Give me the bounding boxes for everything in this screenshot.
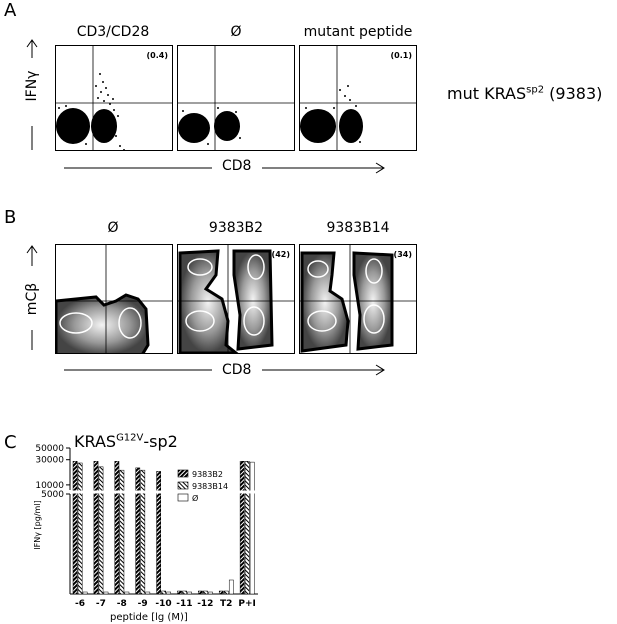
panel-c-title-main: KRAS — [74, 432, 117, 451]
bar-Ø-T2 — [228, 579, 234, 595]
panel-a-y-axis — [26, 39, 38, 150]
panel-b-percent-2: (42) — [271, 250, 290, 259]
y-tick-label: 5000 — [41, 490, 64, 500]
panel-b-plot-2: (42) — [177, 244, 295, 354]
bar-9383B14--6 — [77, 462, 83, 595]
bar-9383B2--12 — [198, 590, 203, 595]
panel-a-x-axis — [64, 162, 385, 174]
contour-plot-b2 — [178, 245, 294, 353]
panel-b-title-3: 9383B14 — [326, 220, 390, 236]
bar-9383B2--7 — [93, 461, 99, 595]
panel-b-x-label: CD8 — [222, 362, 252, 378]
bar-Ø--12 — [208, 591, 213, 595]
bar-9383B14--12 — [203, 590, 208, 595]
x-axis-label: peptide [lg (M)] — [110, 612, 188, 623]
x-tick-label: T2 — [220, 599, 232, 609]
bar-Ø-P+I — [249, 461, 255, 595]
contour-plot-b1 — [56, 245, 172, 353]
x-tick-label: -10 — [155, 599, 171, 609]
legend-swatch-Ø — [177, 493, 189, 502]
side-label-suffix: (9383) — [544, 84, 603, 103]
bar-Ø--10 — [166, 591, 172, 595]
y-axis-label: IFNγ [pg/ml] — [33, 500, 42, 549]
panel-a-title-2: Ø — [230, 24, 242, 40]
panel-a-percent-3: (0.1) — [390, 51, 412, 60]
bar-9383B14--10 — [161, 590, 167, 595]
panel-b-title-2: 9383B2 — [208, 220, 264, 236]
panel-a-percent-1: (0.4) — [146, 51, 168, 60]
panel-a-title-1: CD3/CD28 — [76, 24, 150, 40]
bar-9383B2--11 — [177, 590, 182, 595]
x-tick-label: P+I — [238, 599, 256, 609]
x-tick-label: -9 — [138, 599, 148, 609]
dot-plot-a3 — [300, 46, 416, 150]
axis-break-gap — [64, 490, 262, 494]
bar-Ø--7 — [103, 591, 109, 595]
x-tick-label: -6 — [75, 599, 85, 609]
legend-label: 9383B14 — [192, 482, 228, 491]
dot-plot-a2 — [178, 46, 294, 150]
panel-c-title-sup: G12V — [116, 432, 144, 444]
bar-9383B2--6 — [72, 461, 78, 595]
bar-9383B14--9 — [140, 469, 146, 595]
panel-a-y-label: IFNγ — [24, 70, 40, 102]
contour-plot-b3 — [300, 245, 416, 353]
legend-swatch-9383B2 — [177, 469, 189, 478]
panel-b-letter: B — [4, 207, 17, 228]
panel-b-x-axis — [64, 364, 385, 376]
panel-a-x-label: CD8 — [222, 158, 252, 174]
panel-c-title: KRASG12V-sp2 — [74, 432, 178, 451]
bar-9383B2-T2 — [218, 590, 224, 595]
panel-c-title-suffix: -sp2 — [143, 432, 178, 451]
panel-b-title-1: Ø — [107, 220, 119, 236]
panel-b-y-axis — [26, 245, 38, 350]
legend-label: 9383B2 — [192, 470, 223, 479]
x-tick-label: -8 — [117, 599, 127, 609]
panel-c-letter: C — [4, 432, 17, 453]
panel-a-plot-2 — [177, 45, 295, 151]
x-tick-label: -11 — [176, 599, 192, 609]
legend-swatch-9383B14 — [177, 481, 189, 490]
panel-a-side-label: mut KRASsp2 (9383) — [447, 84, 602, 103]
x-tick-label: -7 — [96, 599, 106, 609]
side-label-main: mut KRAS — [447, 84, 527, 103]
y-tick-label: 10000 — [35, 481, 64, 491]
panel-b-percent-3: (34) — [393, 250, 412, 259]
bar-Ø--9 — [145, 591, 151, 595]
panel-a-plot-1: (0.4) — [55, 45, 173, 151]
bar-9383B14--8 — [119, 469, 125, 595]
panel-a-plot-3: (0.1) — [299, 45, 417, 151]
bar-Ø--6 — [82, 591, 88, 595]
y-tick-label: 50000 — [35, 444, 64, 454]
legend-label: Ø — [192, 493, 198, 503]
bar-9383B14--11 — [182, 590, 187, 595]
bar-9383B14-T2 — [223, 590, 229, 595]
dot-plot-a1 — [56, 46, 172, 150]
bar-Ø--8 — [124, 591, 130, 595]
bar-9383B2--8 — [114, 461, 120, 595]
bar-9383B2-P+I — [239, 461, 245, 595]
panel-a-letter: A — [4, 0, 17, 21]
panel-b-plot-3: (34) — [299, 244, 417, 354]
y-tick-label: 30000 — [35, 456, 64, 466]
side-label-sup: sp2 — [526, 84, 545, 96]
panel-b-plot-1 — [55, 244, 173, 354]
bar-9383B14--7 — [98, 466, 104, 595]
panel-b-y-label: mCβ — [24, 282, 40, 316]
panel-a-title-3: mutant peptide — [303, 24, 413, 40]
x-tick-label: -12 — [197, 599, 213, 609]
bar-Ø--11 — [187, 591, 192, 595]
bar-9383B2--10 — [156, 471, 162, 595]
bar-9383B14-P+I — [244, 461, 250, 595]
bar-9383B2--9 — [135, 467, 141, 595]
